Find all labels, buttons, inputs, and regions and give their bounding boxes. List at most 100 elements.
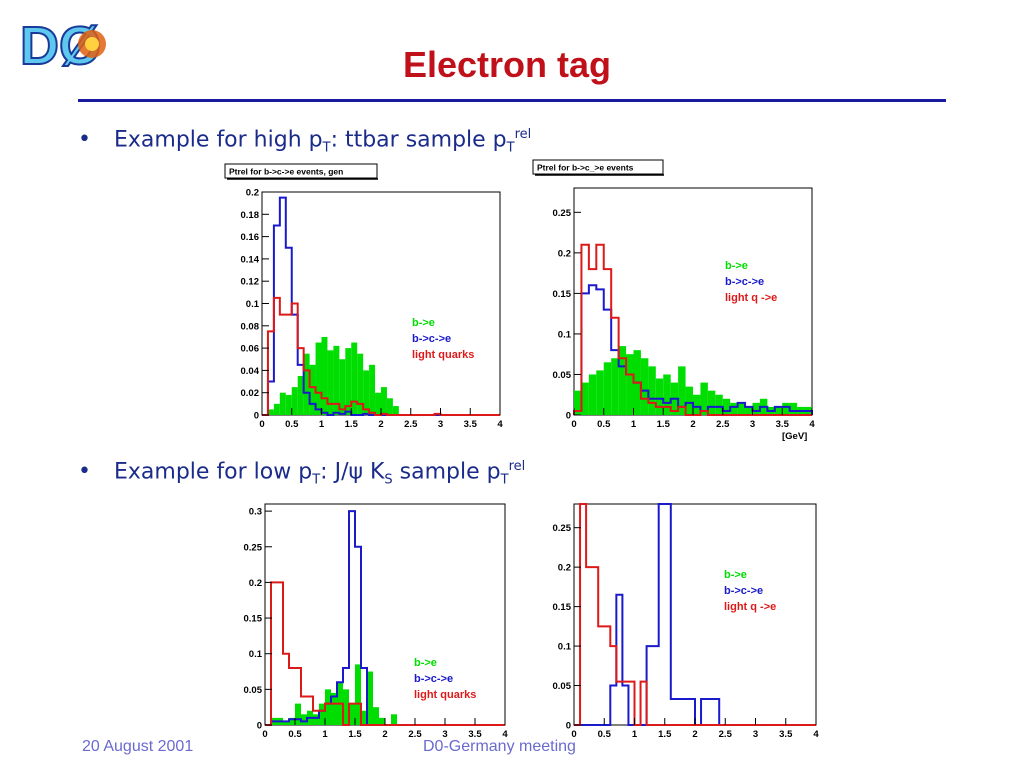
x-tick-label: 3.5 — [468, 729, 482, 740]
y-tick-label: 0.02 — [241, 388, 260, 399]
histogram-bar — [685, 386, 693, 415]
histogram-title-box — [224, 163, 378, 179]
y-tick-label: 0.25 — [553, 523, 572, 534]
histogram-bar — [730, 402, 738, 415]
bullet-icon: • — [78, 459, 91, 485]
x-tick-label: 0 — [259, 419, 264, 430]
x-tick-label: 0.5 — [598, 729, 612, 740]
x-tick-label: 1 — [632, 729, 638, 740]
histogram-bar — [295, 703, 301, 725]
histogram-bar — [355, 664, 361, 725]
histogram-bar — [349, 703, 355, 725]
y-tick-label: 0.2 — [558, 248, 571, 259]
histogram-bar — [386, 398, 393, 415]
legend-entry: b->e — [725, 260, 748, 272]
histogram-bar — [363, 370, 370, 415]
x-tick-label: 1.5 — [657, 419, 671, 430]
histogram-title: Ptrel for b->c_>e events — [537, 163, 634, 173]
x-tick-label: 3 — [442, 729, 447, 740]
d0-logo: DØ — [19, 15, 106, 72]
histogram-bar — [375, 392, 381, 415]
histogram-bar — [618, 346, 627, 415]
y-tick-label: 0.1 — [246, 299, 260, 310]
histogram-bar — [361, 710, 367, 725]
y-tick-label: 0.04 — [241, 366, 260, 377]
y-tick-label: 0.12 — [241, 277, 260, 288]
legend-entry: b->c->e — [414, 673, 453, 685]
y-tick-label: 0 — [566, 411, 571, 422]
histogram-bar — [707, 390, 716, 415]
x-axis-label: [GeV] — [782, 431, 807, 442]
histogram-bar — [345, 348, 352, 415]
y-tick-label: 0.2 — [558, 563, 571, 574]
legend-entry: b->e — [724, 569, 747, 581]
x-tick-label: 0.5 — [288, 729, 302, 740]
histogram-bar — [655, 378, 664, 415]
legend-entry: b->c->e — [412, 333, 451, 345]
legend-entry: light quarks — [414, 689, 476, 701]
y-tick-label: 0.05 — [244, 685, 263, 696]
y-tick-label: 0.3 — [249, 507, 262, 518]
legend-entry: b->e — [412, 317, 435, 329]
histogram-bar — [315, 342, 322, 415]
x-tick-label: 4 — [813, 729, 819, 740]
x-tick-label: 1 — [322, 729, 328, 740]
histogram-bar — [331, 692, 337, 725]
histogram-bar — [581, 382, 589, 415]
y-tick-label: 0.1 — [558, 329, 572, 340]
histogram-bar — [343, 689, 349, 725]
histogram-bar — [267, 409, 274, 415]
x-tick-label: 2.5 — [408, 729, 422, 740]
histogram-title: Ptrel for b->c->e events, gen — [229, 167, 343, 177]
x-tick-label: 0 — [571, 419, 576, 430]
legend-entry: b->e — [414, 657, 437, 669]
histogram-bar — [279, 392, 286, 415]
y-tick-label: 0.06 — [241, 344, 260, 355]
histogram-bar — [283, 721, 289, 725]
y-tick-label: 0.15 — [553, 289, 572, 300]
histogram-bar — [319, 703, 325, 725]
histogram-bar — [611, 358, 619, 415]
y-tick-label: 0.2 — [246, 188, 259, 199]
histogram-bar — [574, 390, 582, 415]
y-tick-label: 0.05 — [553, 681, 572, 692]
bullet-high-pt: • Example for high pT: ttbar sample pTrel — [78, 127, 532, 156]
histogram-bar — [321, 336, 328, 415]
histogram-bar — [333, 345, 340, 415]
y-tick-label: 0.1 — [558, 642, 572, 653]
histogram-bar — [309, 364, 316, 415]
histogram-bar — [357, 353, 364, 415]
y-tick-label: 0.05 — [553, 370, 572, 381]
histogram-bar — [678, 366, 686, 415]
histogram-bar — [737, 402, 746, 415]
y-tick-label: 0 — [257, 721, 262, 732]
x-tick-label: 1.5 — [658, 729, 672, 740]
histogram-bar — [297, 375, 304, 415]
x-tick-label: 1.5 — [348, 729, 362, 740]
histogram-bar — [285, 394, 292, 415]
histogram-bar — [774, 406, 783, 415]
x-tick-label: 0.5 — [285, 419, 299, 430]
histogram-bar — [303, 353, 310, 415]
x-tick-label: 3 — [750, 419, 755, 430]
histogram-bar — [700, 382, 708, 415]
histogram-bar — [373, 707, 379, 725]
histogram-bar — [313, 714, 319, 725]
histogram-jpsi-ks-2: 0 0.05 0.1 0.15 0.2 0.25 0 0.5 1 1.5 2 2.5 3 3.5 4 b->e… — [534, 496, 826, 742]
histogram-bar — [663, 374, 671, 415]
x-tick-label: 2 — [382, 729, 387, 740]
x-tick-label: 2.5 — [719, 729, 733, 740]
bullet-low-pt: • Example for low pT: J/ψ KS sample pTrel — [78, 459, 526, 488]
histogram-ttbar-bce-2: Ptrel for b->c_>e events 0 0.05 0.1 0.15 0.2 0… — [530, 158, 816, 444]
histogram-ttbar-bce: Ptrel for b->c->e events, gen 0 0.02 0.04 0.… — [222, 162, 510, 434]
y-tick-label: 0.1 — [249, 649, 263, 660]
histogram-bar — [379, 717, 385, 725]
y-tick-label: 0 — [254, 411, 259, 422]
x-tick-label: 3.5 — [776, 419, 790, 430]
x-tick-label: 4 — [497, 419, 503, 430]
histogram-bar — [588, 374, 597, 415]
histogram-bar — [693, 394, 701, 415]
footer-date: 20 August 2001 — [82, 738, 194, 755]
x-tick-label: 1.5 — [345, 419, 359, 430]
histogram-step-line — [574, 503, 816, 726]
